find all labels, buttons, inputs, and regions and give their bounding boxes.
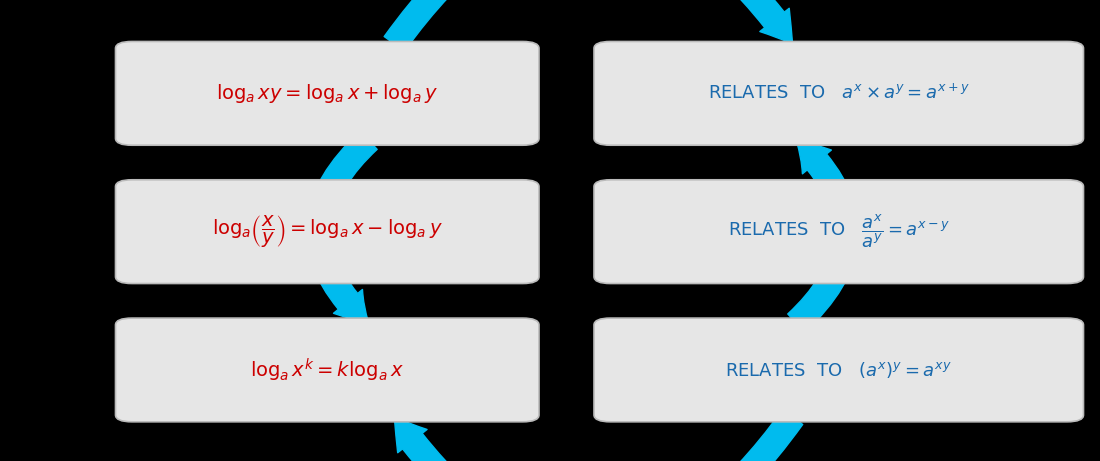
FancyArrowPatch shape <box>306 131 377 323</box>
FancyBboxPatch shape <box>116 318 539 422</box>
Text: RELATES  TO   $\dfrac{a^x}{a^y} = a^{x-y}$: RELATES TO $\dfrac{a^x}{a^y} = a^{x-y}$ <box>727 213 950 250</box>
FancyArrowPatch shape <box>394 410 803 461</box>
FancyArrowPatch shape <box>384 0 793 51</box>
FancyBboxPatch shape <box>116 180 539 284</box>
Text: $\log_a\!\left(\dfrac{x}{y}\right) = \log_a x - \log_a y$: $\log_a\!\left(\dfrac{x}{y}\right) = \lo… <box>212 213 442 250</box>
Text: RELATES  TO   $(a^x)^y = a^{xy}$: RELATES TO $(a^x)^y = a^{xy}$ <box>725 360 953 380</box>
FancyBboxPatch shape <box>116 41 539 145</box>
FancyBboxPatch shape <box>594 180 1084 284</box>
FancyArrowPatch shape <box>788 140 859 332</box>
Text: RELATES  TO   $a^x \times a^y = a^{x+y}$: RELATES TO $a^x \times a^y = a^{x+y}$ <box>707 84 970 103</box>
Text: $\log_a x^k = k\log_a x$: $\log_a x^k = k\log_a x$ <box>251 356 404 384</box>
Text: $\log_a xy = \log_a x + \log_a y$: $\log_a xy = \log_a x + \log_a y$ <box>216 82 439 105</box>
FancyBboxPatch shape <box>594 41 1084 145</box>
FancyBboxPatch shape <box>594 318 1084 422</box>
